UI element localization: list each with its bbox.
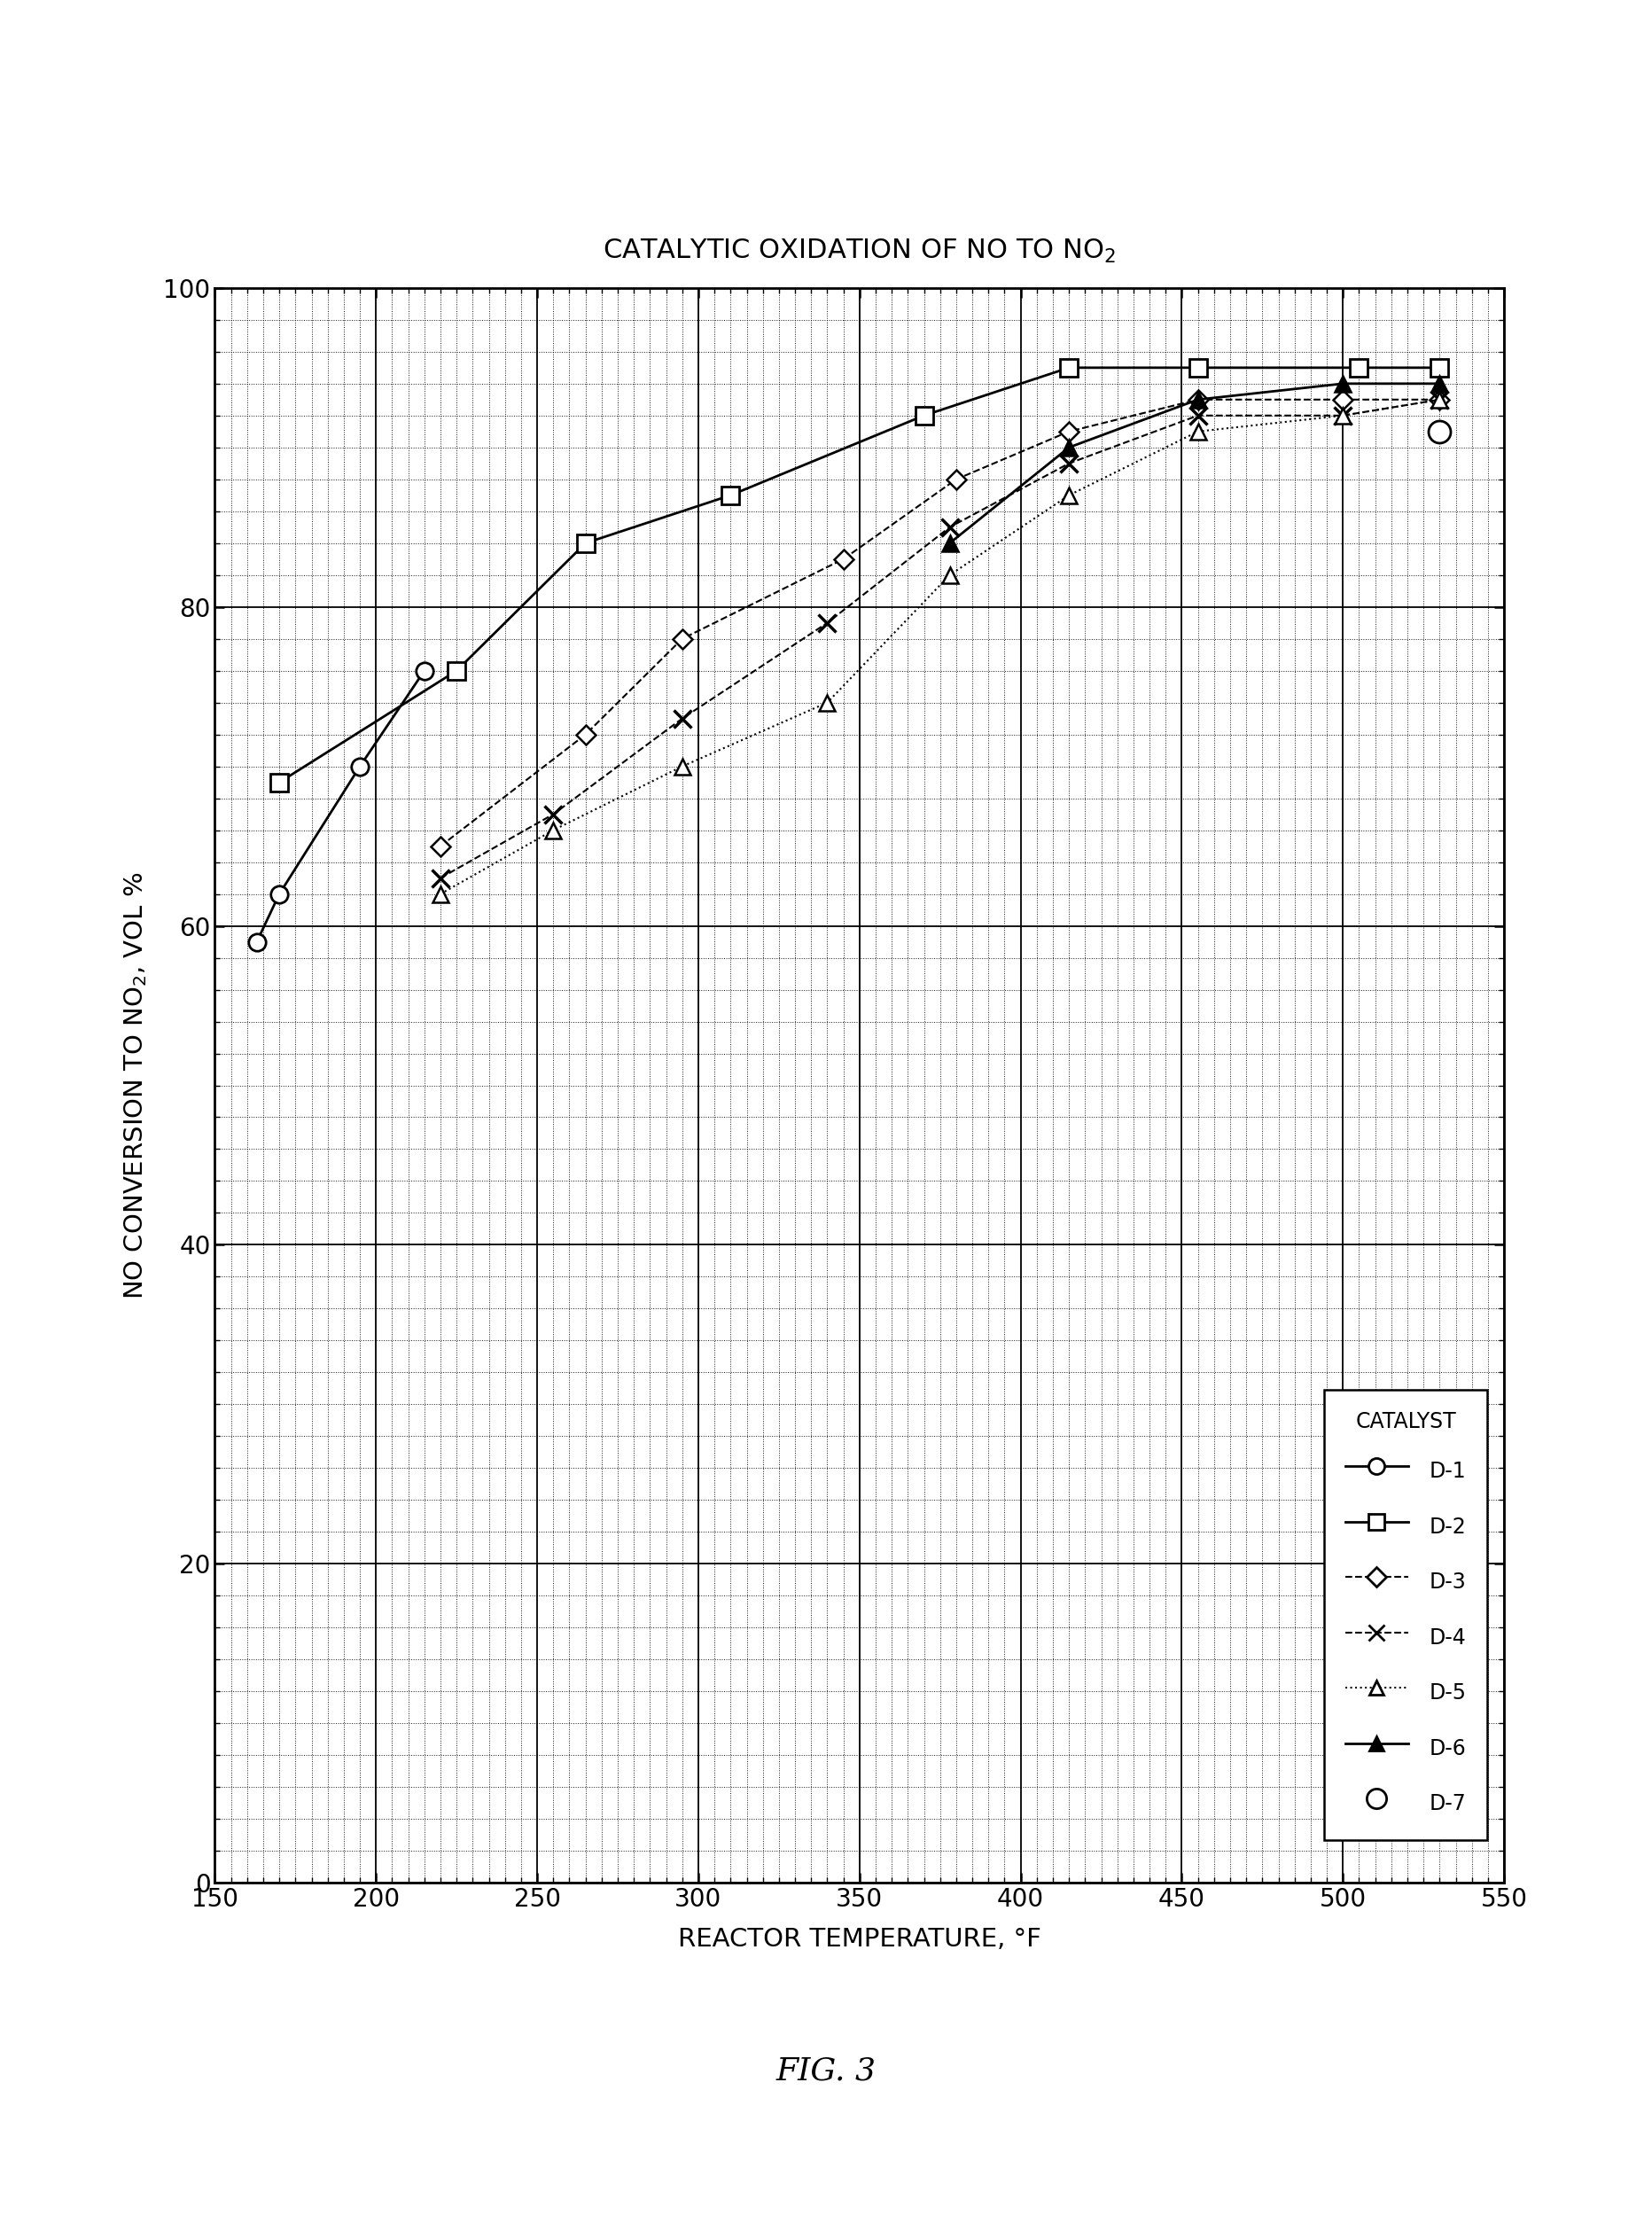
Legend: D-1, D-2, D-3, D-4, D-5, D-6, D-7: D-1, D-2, D-3, D-4, D-5, D-6, D-7 [1323,1389,1487,1841]
X-axis label: REACTOR TEMPERATURE, °F: REACTOR TEMPERATURE, °F [677,1927,1041,1951]
Title: CATALYTIC OXIDATION OF NO TO NO$_2$: CATALYTIC OXIDATION OF NO TO NO$_2$ [603,237,1115,266]
Text: FIG. 3: FIG. 3 [776,2056,876,2087]
Y-axis label: NO CONVERSION TO NO$_2$, VOL %: NO CONVERSION TO NO$_2$, VOL % [122,870,149,1300]
